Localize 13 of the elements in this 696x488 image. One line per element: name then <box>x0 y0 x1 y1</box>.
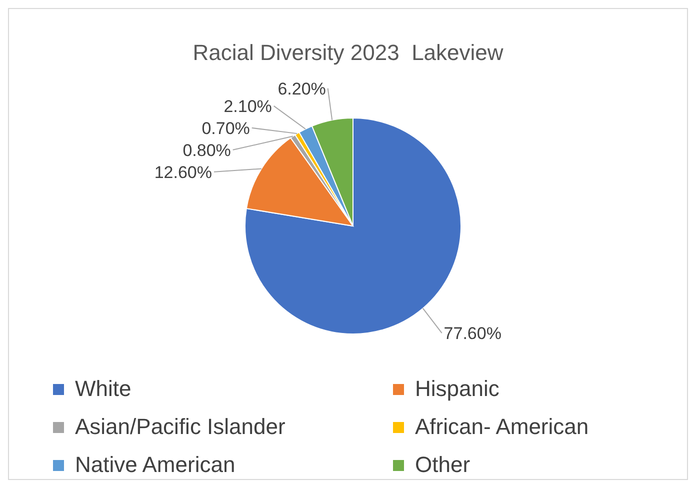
legend-label: Other <box>415 452 470 477</box>
data-label: 2.10% <box>224 96 272 116</box>
data-label: 0.80% <box>182 140 231 160</box>
data-label: 77.60% <box>444 324 502 344</box>
legend-label: African- American <box>415 414 589 439</box>
data-label: 6.20% <box>278 79 326 98</box>
legend-label: White <box>75 376 132 401</box>
data-label: 0.70% <box>202 118 250 138</box>
legend-label: Hispanic <box>415 376 500 401</box>
chart-title: Racial Diversity 2023 Lakeview <box>192 40 504 65</box>
legend-label: Asian/Pacific Islander <box>75 414 286 439</box>
legend-label: Native American <box>75 452 236 477</box>
data-label: 12.60% <box>154 162 212 182</box>
